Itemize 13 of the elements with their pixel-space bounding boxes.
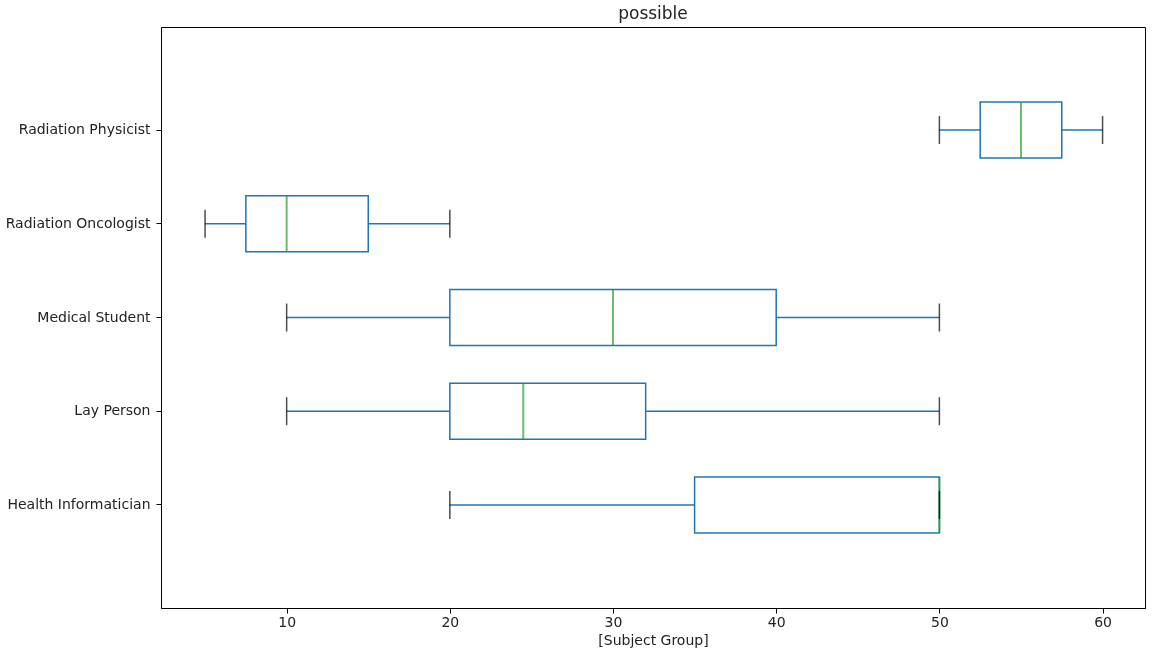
x-tick-label: 30 — [604, 613, 623, 630]
y-tick-label: Radiation Physicist — [18, 121, 152, 138]
y-tick-label: Lay Person — [74, 402, 151, 419]
x-tick-label: 20 — [441, 613, 460, 630]
x-tick-label: 40 — [767, 613, 786, 630]
x-tick-label: 60 — [1094, 613, 1112, 630]
x-axis-title: [Subject Group] — [598, 631, 709, 648]
chart-title: possible — [618, 3, 688, 23]
y-tick-label: Radiation Oncologist — [5, 214, 152, 231]
y-tick-label: Health Informatician — [7, 495, 151, 512]
x-tick-label: 10 — [278, 613, 297, 630]
y-tick-label: Medical Student — [37, 308, 151, 325]
x-tick-label: 50 — [930, 613, 949, 630]
